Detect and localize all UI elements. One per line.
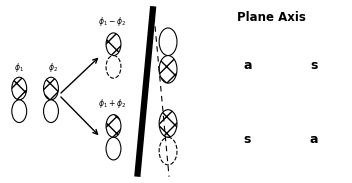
Ellipse shape [106, 137, 121, 160]
Text: s: s [310, 59, 318, 72]
Ellipse shape [106, 56, 121, 78]
Ellipse shape [106, 33, 121, 56]
Text: $\phi_1 + \phi_2$: $\phi_1 + \phi_2$ [98, 97, 126, 110]
Text: $\phi_2$: $\phi_2$ [48, 61, 58, 74]
Text: s: s [244, 133, 251, 146]
Text: a: a [243, 59, 252, 72]
Ellipse shape [12, 77, 27, 100]
Ellipse shape [159, 110, 177, 137]
Ellipse shape [159, 137, 177, 165]
Ellipse shape [106, 115, 121, 137]
Text: Plane Axis: Plane Axis [237, 11, 306, 24]
Ellipse shape [159, 56, 177, 83]
Ellipse shape [12, 100, 27, 123]
Text: $\phi_1 - \phi_2$: $\phi_1 - \phi_2$ [98, 15, 126, 28]
Ellipse shape [159, 28, 177, 56]
Ellipse shape [44, 77, 58, 100]
Ellipse shape [44, 100, 58, 123]
Text: a: a [310, 133, 318, 146]
Text: $\phi_1$: $\phi_1$ [14, 61, 24, 74]
